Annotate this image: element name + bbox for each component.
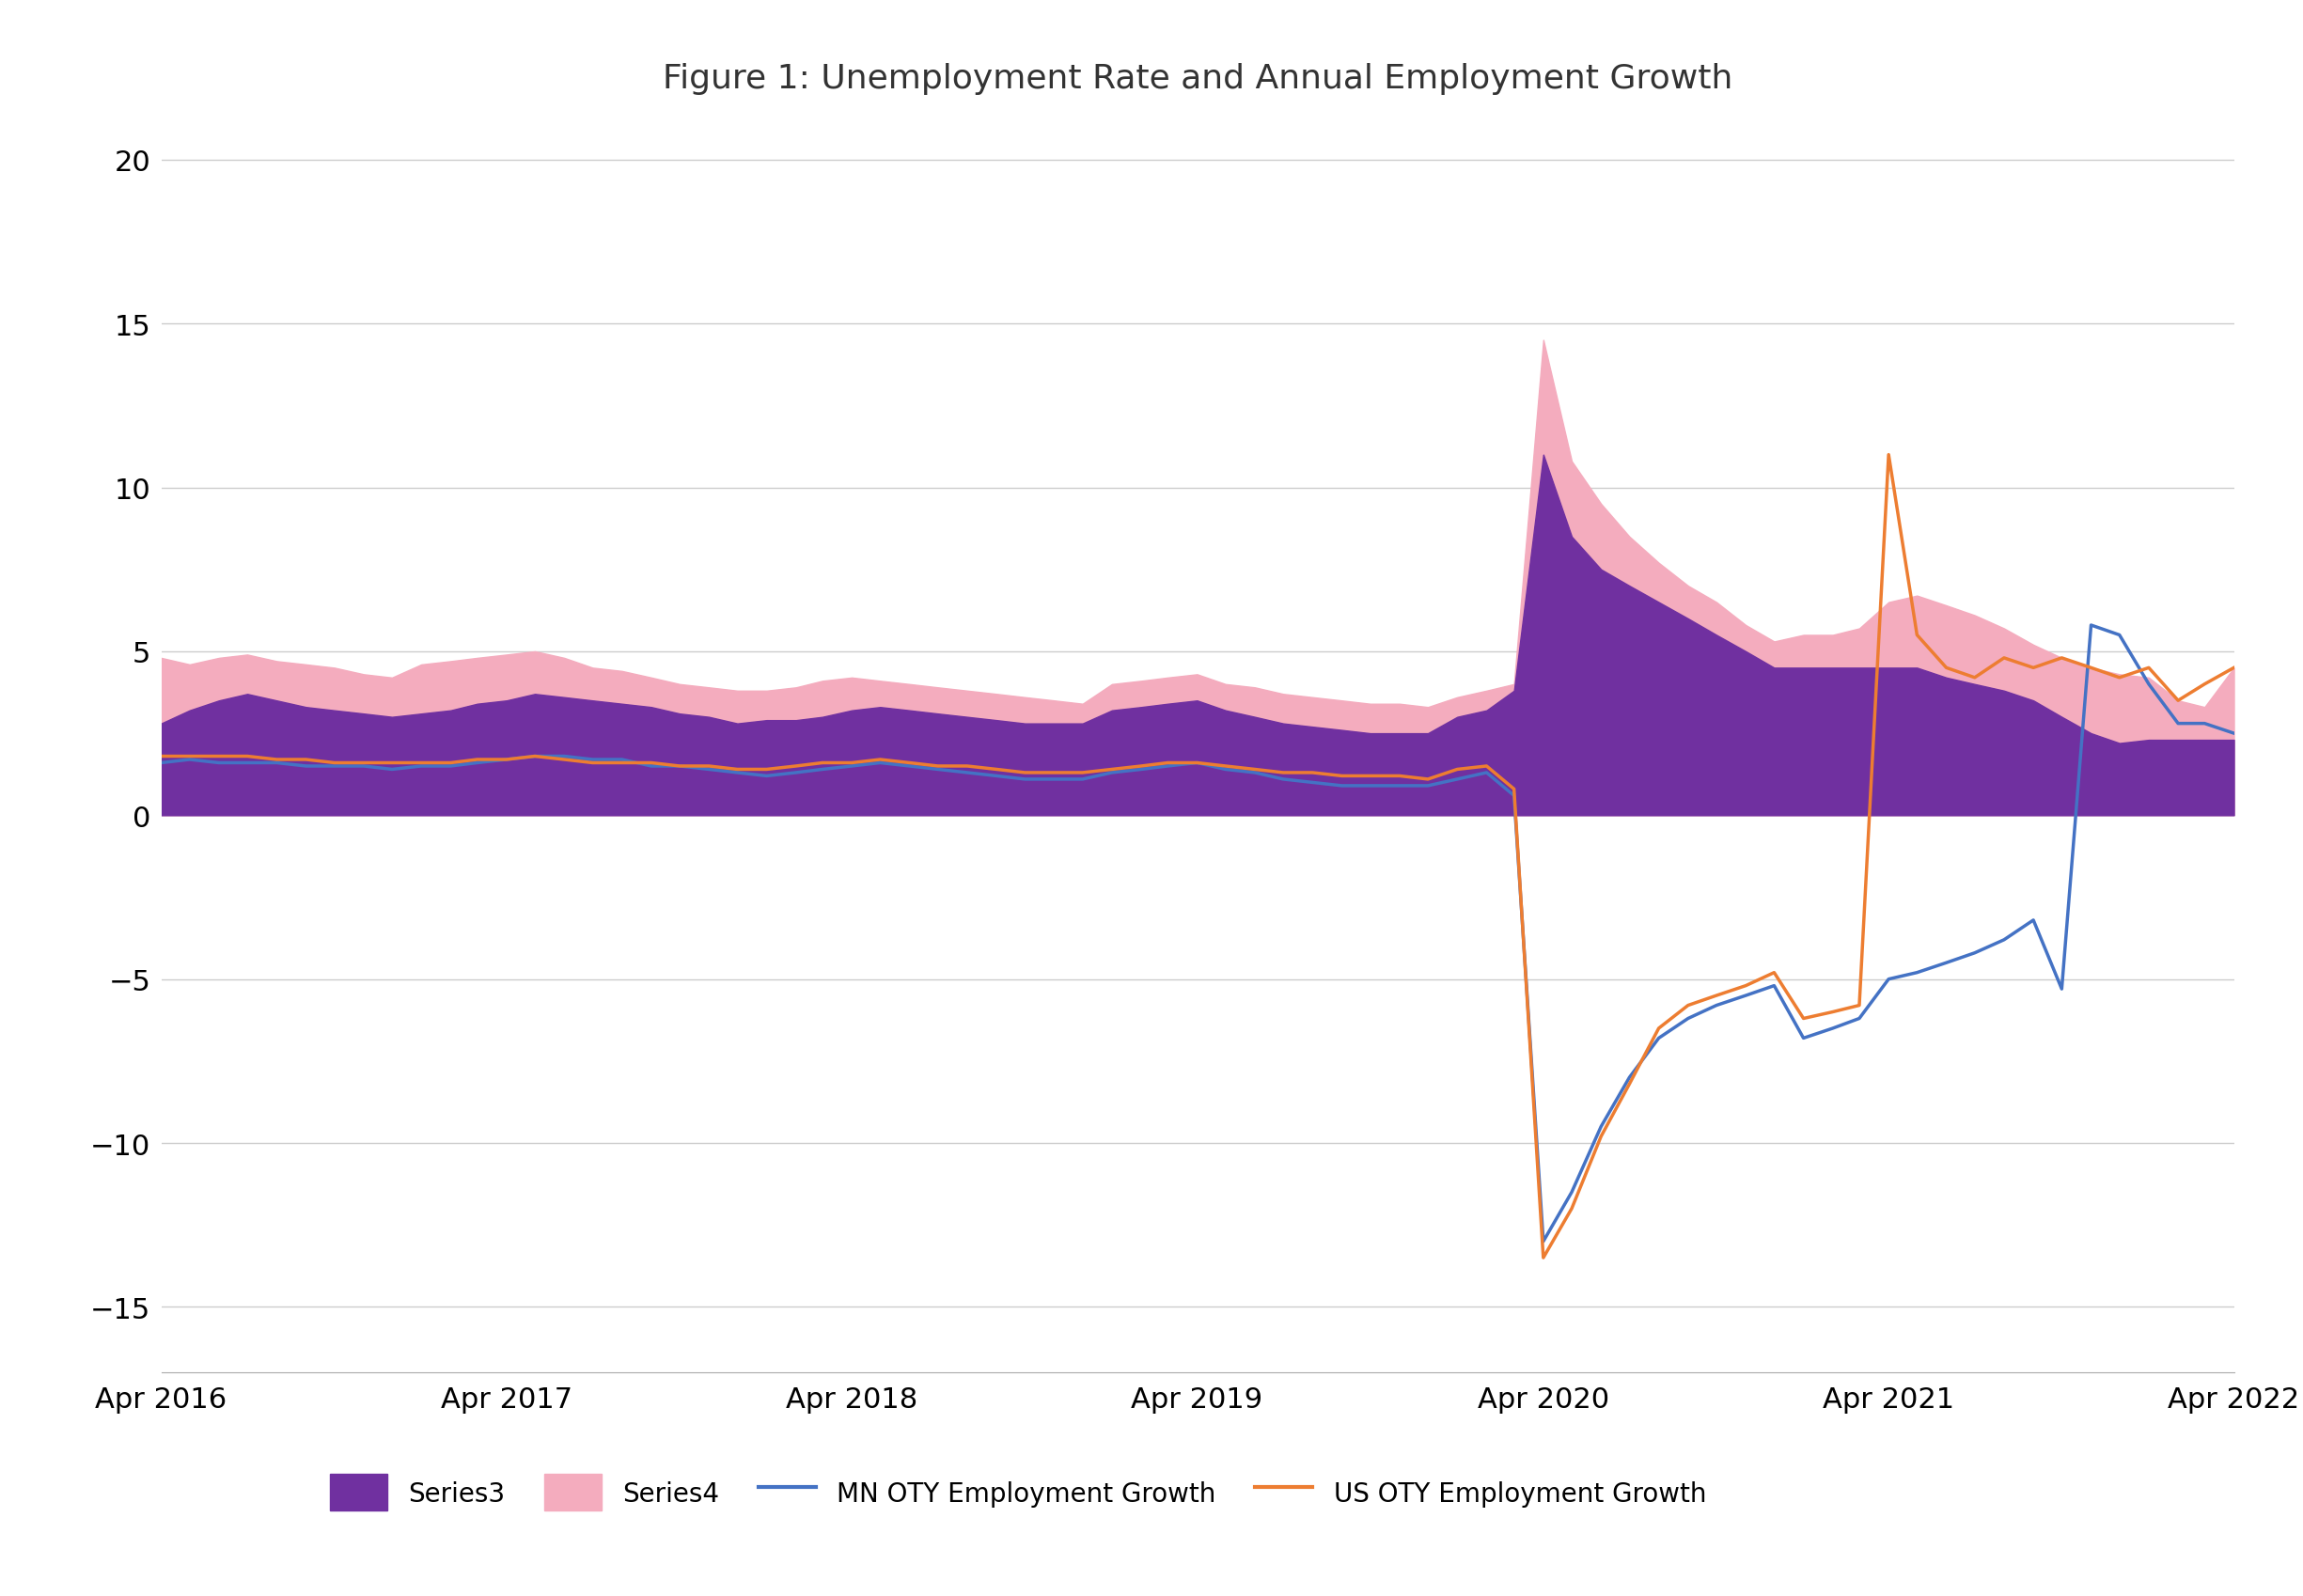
Legend: Series3, Series4, MN OTY Employment Growth, US OTY Employment Growth: Series3, Series4, MN OTY Employment Grow… — [320, 1464, 1716, 1521]
Title: Figure 1: Unemployment Rate and Annual Employment Growth: Figure 1: Unemployment Rate and Annual E… — [663, 64, 1732, 96]
